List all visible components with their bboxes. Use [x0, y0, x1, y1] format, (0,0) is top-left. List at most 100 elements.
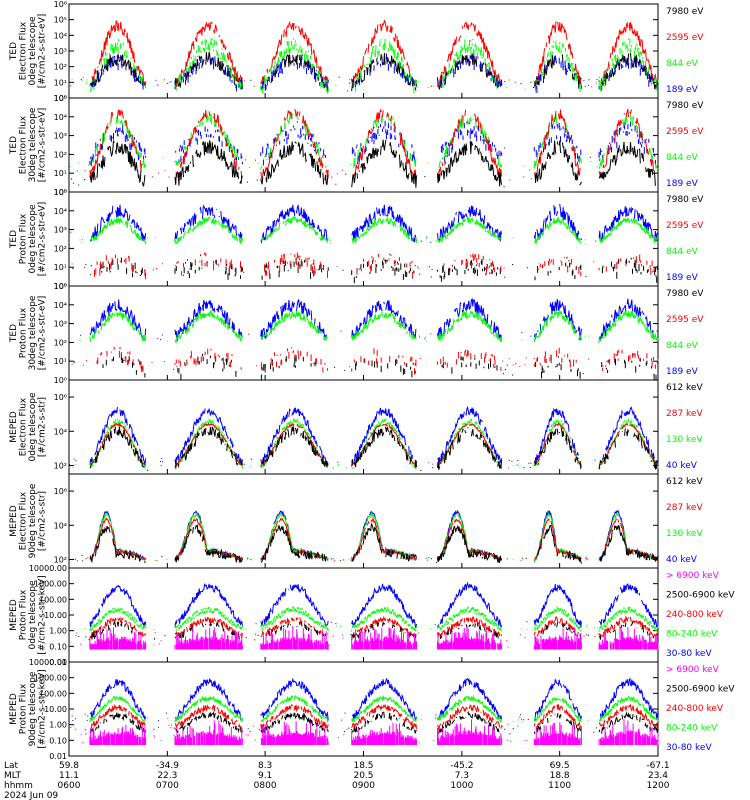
y-axis-label: MEPED: [9, 411, 19, 443]
y-tick-label: 10³: [54, 320, 67, 329]
series--6900-kev: [80, 626, 659, 650]
series-844-ev: [71, 38, 659, 94]
y-axis-label: [#/cm2-s-str-eV]: [37, 108, 47, 183]
x-tick-label: 18.8: [550, 771, 570, 781]
y-tick-label: 10⁴: [54, 521, 67, 530]
x-tick-label: 1000: [450, 781, 473, 791]
y-tick-label: 10⁴: [54, 301, 67, 310]
series-2595-ev: [69, 346, 659, 375]
series-80-240-kev: [89, 694, 659, 724]
series-7980-ev: [71, 140, 657, 188]
y-tick-label: 100.00: [39, 689, 67, 698]
legend-entry: 2595 eV: [666, 315, 704, 325]
legend-entry: 844 eV: [666, 59, 699, 69]
legend-entry: 2595 eV: [666, 127, 704, 137]
series-189-ev: [70, 54, 659, 93]
panel-frame: [68, 379, 659, 475]
series-844-ev: [69, 215, 659, 245]
series-2500-6900-kev: [84, 711, 658, 735]
y-tick-label: 10⁰: [54, 188, 67, 197]
legend-entry: 189 eV: [666, 273, 699, 283]
y-tick-label: 10⁰: [54, 94, 67, 103]
y-axis-label: MEPED: [9, 693, 19, 725]
legend-entry: 612 keV: [666, 477, 703, 487]
x-tick-label: 0900: [352, 781, 375, 791]
legend-entry: 189 eV: [666, 367, 699, 377]
x-tick-label: 7.3: [455, 771, 469, 781]
y-axis-label: 0deg telescope: [28, 204, 38, 274]
x-tick-label: -67.1: [646, 761, 669, 771]
y-tick-label: 10⁵: [54, 94, 67, 103]
y-tick-label: 10⁴: [54, 427, 67, 436]
x-tick-label: 23.4: [648, 771, 668, 781]
series-844-ev: [69, 113, 659, 170]
legend-entry: 240-800 keV: [666, 704, 724, 714]
series-7980-ev: [73, 353, 657, 381]
y-axis-label: MEPED: [9, 505, 19, 537]
series-287-kev: [76, 517, 659, 563]
y-axis-label: Proton Flux: [18, 213, 28, 264]
y-axis-label: 30deg telescope: [28, 107, 38, 182]
y-tick-label: 10²: [54, 338, 67, 347]
y-axis-label: Electron Flux: [18, 491, 28, 550]
y-axis-label: [#/cm2-s-str]: [37, 491, 47, 551]
y-tick-label: 10⁶: [54, 0, 67, 9]
x-tick-label: 0600: [58, 781, 81, 791]
y-tick-label: 10⁴: [54, 113, 67, 122]
y-tick-label: 10³: [54, 47, 67, 56]
x-tick-label: 8.3: [258, 761, 272, 771]
legend-entry: 844 eV: [666, 341, 699, 351]
y-axis-label: TED: [9, 136, 19, 155]
legend-entry: 2595 eV: [666, 221, 704, 231]
y-tick-label: 100.00: [39, 595, 67, 604]
legend-entry: 40 keV: [666, 555, 698, 565]
legend-entry: > 6900 keV: [666, 665, 720, 675]
y-tick-label: 0.01: [49, 752, 67, 761]
legend-entry: 80-240 keV: [666, 724, 718, 734]
legend-entry: 612 keV: [666, 383, 703, 393]
x-tick-label: 69.5: [550, 761, 570, 771]
legend-entry: 130 keV: [666, 435, 703, 445]
panel-frame: [68, 191, 659, 287]
legend-entry: 80-240 keV: [666, 630, 718, 640]
y-tick-label: 10000.00: [29, 564, 67, 573]
x-tick-label: 59.8: [59, 761, 79, 771]
y-axis-label: 90deg telescope: [28, 671, 38, 746]
y-tick-label: 10.00: [44, 611, 67, 620]
panel-frame: [68, 3, 659, 99]
x-tick-label: 9.1: [258, 771, 272, 781]
y-axis-label: Electron Flux: [18, 21, 28, 80]
series-612-kev: [81, 522, 659, 564]
y-tick-label: 1.00: [49, 721, 67, 730]
legend-entry: 130 keV: [666, 529, 703, 539]
legend-entry: 189 eV: [666, 85, 699, 95]
y-tick-label: 1000.00: [34, 674, 67, 683]
y-axis-label: TED: [9, 230, 19, 249]
y-axis-label: 0deg telescope: [28, 392, 38, 462]
x-tick-label: 1200: [647, 781, 670, 791]
date-label: 2024 Jun 09: [4, 791, 58, 800]
legend-entry: 7980 eV: [666, 289, 704, 299]
y-tick-label: 10¹: [54, 78, 67, 87]
y-tick-label: 10.00: [44, 705, 67, 714]
series-30-80-kev: [89, 581, 659, 629]
series-2595-ev: [71, 252, 655, 280]
x-tick-label: 0800: [254, 781, 277, 791]
series--6900-kev: [80, 719, 659, 745]
y-tick-label: 10²: [54, 461, 67, 470]
y-axis-label: Proton Flux: [18, 589, 28, 640]
series-2500-6900-kev: [78, 622, 658, 640]
y-tick-label: 10⁵: [54, 282, 67, 291]
y-axis-label: Proton Flux: [18, 307, 28, 358]
y-tick-label: 10³: [54, 132, 67, 141]
y-tick-label: 10³: [54, 226, 67, 235]
legend-entry: 7980 eV: [666, 101, 704, 111]
y-tick-label: 10⁰: [54, 376, 67, 385]
y-tick-label: 0.01: [49, 658, 67, 667]
y-axis-label: [#/cm2-s-str-eV]: [37, 14, 47, 89]
series-240-800-kev: [70, 703, 659, 731]
y-axis-label: 0deg telescope: [28, 580, 38, 650]
series-80-240-kev: [84, 606, 659, 632]
series-40-kev: [69, 405, 659, 467]
y-tick-label: 10²: [54, 555, 67, 564]
